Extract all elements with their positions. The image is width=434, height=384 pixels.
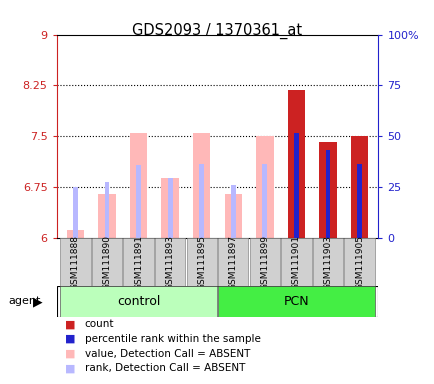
Text: agent: agent xyxy=(9,296,41,306)
Text: GDS2093 / 1370361_at: GDS2093 / 1370361_at xyxy=(132,23,302,39)
Bar xyxy=(256,136,273,238)
Bar xyxy=(217,286,374,317)
Text: percentile rank within the sample: percentile rank within the sample xyxy=(85,334,260,344)
Text: GSM111891: GSM111891 xyxy=(134,235,143,290)
Bar xyxy=(168,179,172,238)
Bar xyxy=(199,164,204,238)
Bar xyxy=(123,238,153,286)
Text: value, Detection Call = ABSENT: value, Detection Call = ABSENT xyxy=(85,349,250,359)
Bar xyxy=(293,133,298,238)
Text: GSM111890: GSM111890 xyxy=(102,235,111,290)
Bar xyxy=(73,187,78,238)
Bar xyxy=(155,238,185,286)
Text: ■: ■ xyxy=(65,334,76,344)
Text: GSM111905: GSM111905 xyxy=(354,235,363,290)
Text: PCN: PCN xyxy=(283,295,309,308)
Bar xyxy=(312,238,342,286)
Bar xyxy=(344,238,374,286)
Text: GSM111888: GSM111888 xyxy=(71,235,80,290)
Text: GSM111903: GSM111903 xyxy=(323,235,332,290)
Bar xyxy=(325,150,329,238)
Bar xyxy=(193,133,210,238)
Bar xyxy=(186,238,217,286)
Bar xyxy=(136,165,141,238)
Text: GSM111901: GSM111901 xyxy=(291,235,300,290)
Bar xyxy=(356,164,361,238)
Bar xyxy=(60,238,90,286)
Text: ■: ■ xyxy=(65,349,76,359)
Bar xyxy=(98,194,115,238)
Bar xyxy=(262,164,266,238)
Bar xyxy=(350,136,367,238)
Text: count: count xyxy=(85,319,114,329)
Text: GSM111897: GSM111897 xyxy=(228,235,237,290)
Text: rank, Detection Call = ABSENT: rank, Detection Call = ABSENT xyxy=(85,363,245,373)
Bar xyxy=(287,90,304,238)
Bar xyxy=(92,238,122,286)
Bar xyxy=(217,238,248,286)
Bar xyxy=(319,142,336,238)
Text: ■: ■ xyxy=(65,319,76,329)
Text: GSM111893: GSM111893 xyxy=(165,235,174,290)
Bar xyxy=(249,238,279,286)
Text: ▶: ▶ xyxy=(33,295,42,308)
Bar xyxy=(230,185,235,238)
Bar xyxy=(161,179,178,238)
Bar xyxy=(60,286,217,317)
Text: GSM111899: GSM111899 xyxy=(260,235,269,290)
Bar xyxy=(67,230,84,238)
Bar xyxy=(105,182,109,238)
Text: GSM111895: GSM111895 xyxy=(197,235,206,290)
Bar xyxy=(281,238,311,286)
Bar xyxy=(224,194,241,238)
Text: ■: ■ xyxy=(65,363,76,373)
Bar xyxy=(130,133,147,238)
Text: control: control xyxy=(117,295,160,308)
